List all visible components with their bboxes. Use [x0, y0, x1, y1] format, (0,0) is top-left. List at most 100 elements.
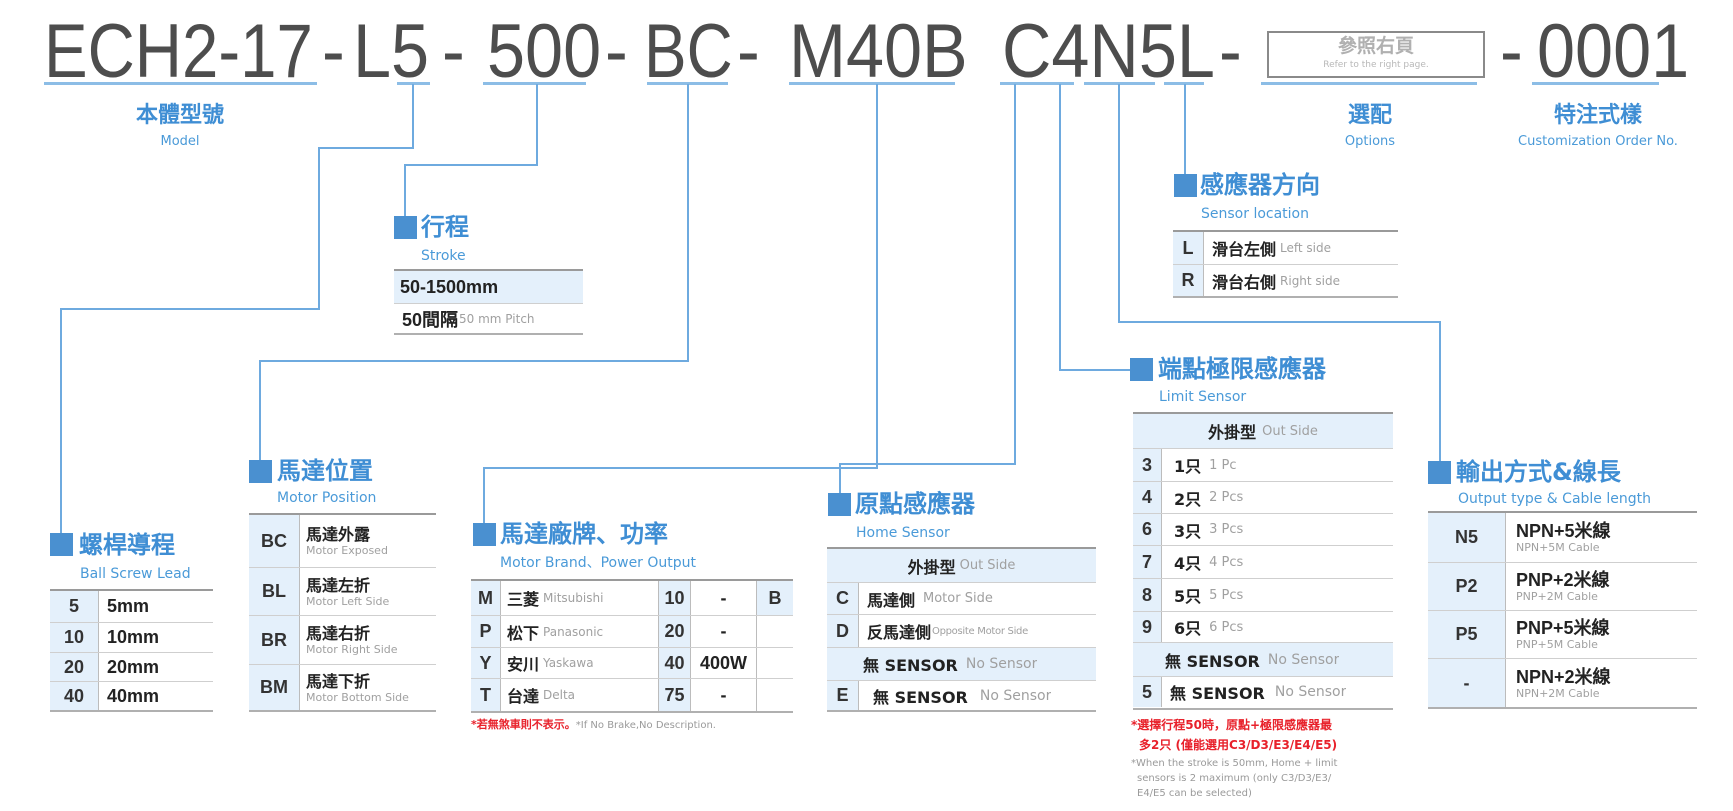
power-code: 75 [658, 679, 691, 711]
code-motor-brand: M40B [789, 9, 968, 94]
underline [1084, 82, 1155, 85]
connector [483, 467, 878, 469]
underline [1261, 82, 1477, 85]
footnote-gray: sensors is 2 maximum (only C3/D3/E3/ [1137, 773, 1332, 784]
connector [536, 84, 538, 166]
code-stroke: 500 [487, 9, 602, 94]
ball-screw-table: 5 5mm 10 10mm 20 20mm 40 40mm [50, 589, 213, 712]
code-cell: P [471, 616, 501, 647]
underline [1164, 82, 1204, 85]
brand-en: Panasonic [543, 624, 604, 639]
value-en: NPN+5M Cable [1516, 541, 1600, 554]
value-zh: 無 SENSOR [1170, 684, 1265, 703]
model-label: 本體型號 [135, 103, 225, 128]
value-zh: NPN+2米線 [1516, 666, 1611, 687]
value-cell: 20mm [107, 656, 160, 677]
underline [1000, 82, 1074, 85]
options-box-en: Refer to the right page. [1323, 60, 1429, 70]
section-subtitle: Stroke [421, 248, 466, 264]
section-title: 原點感應器 [855, 490, 975, 518]
footnote-gray: *If No Brake,No Description. [575, 720, 716, 731]
stroke-table: 50-1500mm 50間隔 50 mm Pitch [394, 269, 583, 335]
code-cell: 8 [1133, 579, 1162, 611]
value-zh: 馬達右折 [306, 624, 371, 643]
value-zh: 無 SENSOR [873, 687, 968, 707]
bullet-square-icon [50, 533, 73, 556]
footnote-red: 多2只 (僅能選用C3/D3/E3/E4/E5) [1139, 738, 1338, 752]
power-watt: - [691, 581, 757, 615]
connector [259, 360, 689, 362]
code-cell: Y [471, 648, 501, 678]
value-en: 5 Pcs [1209, 587, 1244, 603]
options-label: 選配 [1347, 103, 1393, 128]
section-subtitle: Output type & Cable length [1458, 491, 1651, 507]
connector [318, 147, 320, 310]
value-zh: 反馬達側 [867, 623, 932, 642]
connector [839, 463, 841, 494]
bullet-square-icon [1174, 174, 1197, 197]
code-custom: 0001 [1537, 9, 1690, 94]
value-en: Opposite Motor Side [932, 625, 1028, 637]
brand-en: Delta [543, 688, 576, 702]
code-cell: BC [249, 515, 300, 567]
code-cell: 5 [50, 591, 99, 622]
code-cell: P5 [1428, 611, 1506, 658]
code-cell: N5 [1428, 513, 1506, 562]
group-header-en: Out Side [959, 558, 1016, 573]
power-code: 40 [658, 648, 691, 678]
value-en: 4 Pcs [1209, 554, 1244, 570]
brand-en: Yaskawa [543, 656, 594, 670]
code-dash: - [1500, 9, 1523, 94]
code-cell: 9 [1133, 612, 1162, 642]
group-header-zh: 無 SENSOR [1165, 651, 1260, 671]
underline [789, 82, 955, 85]
value-zh: 1只 [1174, 457, 1202, 476]
stroke-pitch: 50間隔 [402, 310, 459, 330]
code-cell: 10 [50, 623, 99, 652]
connector [1184, 84, 1186, 174]
section-title: 行程 [421, 213, 469, 241]
code-cell: 7 [1133, 546, 1162, 578]
bullet-square-icon [394, 216, 417, 239]
code-lead: L5 [353, 9, 430, 94]
group-header-zh: 無 SENSOR [863, 656, 958, 675]
footnote-gray: *When the stroke is 50mm, Home + limit [1131, 758, 1338, 769]
section-title: 輸出方式&線長 [1456, 458, 1621, 486]
value-en: Right side [1280, 273, 1341, 288]
code-cell: 4 [1133, 482, 1162, 513]
connector [1118, 321, 1441, 323]
section-subtitle: Ball Screw Lead [80, 566, 191, 582]
power-watt: - [691, 679, 757, 711]
options-box-zh: 參照右頁 [1337, 35, 1414, 57]
code-dash: - [1219, 9, 1242, 94]
options-label-en: Options [1344, 134, 1396, 149]
value-zh: PNP+2米線 [1516, 570, 1610, 590]
code-cell: BL [249, 568, 300, 615]
value-en: Motor Exposed [306, 544, 388, 557]
code-cell: D [827, 615, 859, 647]
footnote-red: *若無煞車則不表示。 [471, 718, 576, 731]
custom-label-en: Customization Order No. [1518, 134, 1678, 149]
value-en: Motor Side [923, 591, 993, 606]
value-en: NPN+2M Cable [1516, 686, 1600, 700]
connector [60, 308, 62, 534]
bullet-square-icon [1428, 461, 1451, 484]
code-cell: - [1428, 659, 1506, 707]
section-subtitle: Motor Position [277, 490, 377, 506]
value-cell: 5mm [107, 596, 150, 616]
underline [1532, 82, 1659, 85]
value-zh: PNP+5米線 [1516, 618, 1610, 638]
model-label-en: Model [160, 134, 200, 149]
code-cell: P2 [1428, 563, 1506, 610]
group-header-en: No Sensor [965, 656, 1038, 672]
code-cell: BM [249, 665, 300, 710]
value-en: PNP+5M Cable [1516, 638, 1598, 651]
value-en: 3 Pcs [1209, 522, 1244, 537]
connector [412, 84, 414, 148]
brake-code [757, 616, 793, 647]
stroke-range: 50-1500mm [400, 276, 499, 297]
options-box: 參照右頁 Refer to the right page. [1267, 31, 1485, 78]
code-dash: - [442, 9, 465, 94]
code-dash: - [322, 9, 345, 94]
